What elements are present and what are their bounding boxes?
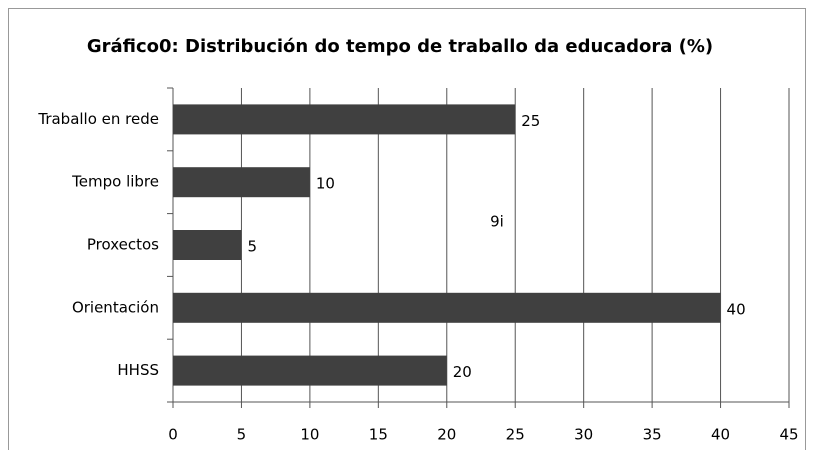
bar bbox=[173, 104, 516, 135]
data-label: 40 bbox=[727, 300, 746, 318]
data-label: 20 bbox=[453, 363, 472, 381]
chart-title: Gráfico0: Distribución do tempo de traba… bbox=[87, 36, 713, 57]
bar bbox=[173, 355, 447, 386]
bar bbox=[173, 167, 310, 198]
data-label: 25 bbox=[521, 112, 540, 130]
y-tick-label: HHSS bbox=[117, 361, 159, 379]
x-tick-label: 25 bbox=[506, 426, 525, 444]
x-tick-label: 10 bbox=[300, 426, 319, 444]
data-label: 10 bbox=[316, 175, 335, 193]
x-tick-label: 0 bbox=[168, 426, 178, 444]
y-tick-label: Traballo en rede bbox=[37, 110, 159, 128]
annotation: 9i bbox=[490, 213, 504, 231]
bar bbox=[173, 292, 721, 323]
x-tick-label: 45 bbox=[779, 426, 798, 444]
x-tick-label: 5 bbox=[237, 426, 247, 444]
y-tick-label: Orientación bbox=[72, 298, 159, 316]
x-tick-label: 20 bbox=[437, 426, 456, 444]
y-tick-label: Proxectos bbox=[87, 236, 159, 254]
x-tick-label: 40 bbox=[711, 426, 730, 444]
data-label: 5 bbox=[247, 238, 257, 256]
bar bbox=[173, 230, 242, 260]
x-tick-label: 30 bbox=[574, 426, 593, 444]
x-tick-label: 15 bbox=[369, 426, 388, 444]
x-tick-label: 35 bbox=[643, 426, 662, 444]
chart-frame bbox=[8, 8, 806, 450]
y-tick-label: Tempo libre bbox=[71, 173, 159, 191]
